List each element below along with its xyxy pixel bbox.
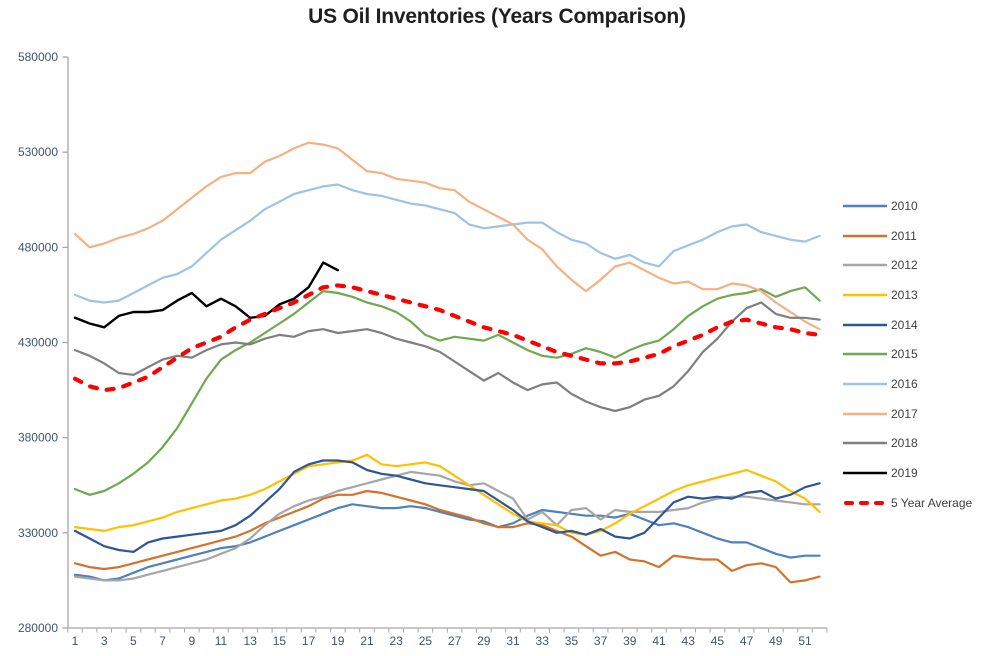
- series-line-2018: [73, 301, 821, 413]
- legend-swatch-line: [843, 263, 887, 267]
- x-tick-label: 17: [302, 634, 316, 648]
- legend-label: 5 Year Average: [891, 495, 973, 510]
- x-tick-label: 7: [159, 634, 166, 648]
- legend-item-2017: 2017: [843, 399, 993, 429]
- legend-item-2015: 2015: [843, 339, 993, 369]
- x-tick-label: 19: [331, 634, 345, 648]
- legend-item-2010: 2010: [843, 191, 993, 221]
- legend-label: 2011: [891, 228, 917, 243]
- legend-label: 2016: [891, 376, 918, 391]
- x-tick-label: 21: [360, 634, 374, 648]
- x-tick-label: 49: [769, 634, 783, 648]
- x-tick-label: 9: [188, 634, 195, 648]
- legend-swatch-line: [843, 234, 887, 237]
- legend-item-2011: 2011: [843, 221, 993, 251]
- legend-label: 2018: [891, 436, 918, 451]
- x-tick-label: 15: [273, 634, 287, 648]
- x-tick-label: 23: [390, 634, 404, 648]
- series-line-2015: [73, 286, 821, 496]
- chart-title: US Oil Inventories (Years Comparison): [308, 5, 686, 28]
- x-tick-label: 31: [506, 634, 520, 648]
- legend-swatch-line: [843, 293, 887, 297]
- y-tick-label: 580000: [18, 50, 58, 64]
- x-tick-label: 33: [536, 634, 550, 648]
- legend-item-2019: 2019: [843, 458, 993, 488]
- y-tick-label: 280000: [18, 621, 58, 635]
- x-tick-label: 11: [215, 634, 228, 648]
- series-line-2013: [73, 453, 821, 536]
- legend-swatch-line: [843, 204, 887, 208]
- legend-swatch-line: [844, 500, 886, 505]
- legend-item-2014: 2014: [843, 310, 993, 340]
- legend-label: 2012: [891, 258, 918, 273]
- legend-label: 2019: [891, 466, 918, 481]
- legend-swatch-line: [843, 352, 887, 356]
- y-tick-label: 380000: [18, 431, 58, 445]
- legend-swatch-line: [843, 412, 887, 415]
- legend-label: 2010: [891, 198, 918, 213]
- x-tick-label: 43: [682, 634, 696, 648]
- x-tick-label: 1: [72, 634, 79, 648]
- legend: 2010 2011 2012 2013 2014 2015 2016 2017 2018 2019…: [843, 191, 993, 518]
- x-tick-label: 41: [652, 634, 666, 648]
- x-tick-label: 27: [448, 634, 462, 648]
- legend-label: 2013: [891, 287, 918, 302]
- series-line-2017: [73, 141, 821, 331]
- x-tick-label: 39: [623, 634, 637, 648]
- y-tick-label: 430000: [18, 336, 58, 350]
- legend-item-5-year-average: 5 Year Average: [843, 488, 993, 518]
- x-tick-label: 29: [477, 634, 491, 648]
- legend-item-2012: 2012: [843, 250, 993, 280]
- legend-swatch-line: [843, 471, 887, 475]
- legend-swatch-line: [843, 442, 887, 445]
- x-tick-label: 45: [711, 634, 725, 648]
- x-tick-label: 3: [101, 634, 108, 648]
- series-line-5-year-average: [72, 283, 822, 393]
- series-line-2014: [73, 459, 821, 554]
- y-tick-label: 480000: [18, 240, 58, 254]
- legend-swatch-line: [843, 382, 887, 386]
- x-tick-label: 35: [565, 634, 579, 648]
- legend-label: 2014: [891, 317, 918, 332]
- legend-label: 2017: [891, 406, 918, 421]
- legend-item-2018: 2018: [843, 429, 993, 459]
- y-tick-label: 330000: [18, 526, 58, 540]
- x-tick-label: 13: [244, 634, 258, 648]
- series-line-2019: [73, 261, 339, 329]
- x-tick-label: 47: [740, 634, 754, 648]
- legend-swatch-line: [843, 323, 887, 326]
- x-tick-label: 51: [798, 634, 812, 648]
- x-tick-label: 25: [419, 634, 433, 648]
- series-line-2011: [73, 489, 821, 584]
- legend-item-2016: 2016: [843, 369, 993, 399]
- legend-label: 2015: [891, 347, 918, 362]
- series-line-2010: [73, 503, 821, 582]
- series-line-2012: [73, 470, 821, 582]
- y-tick-label: 530000: [18, 145, 58, 159]
- x-tick-label: 37: [594, 634, 608, 648]
- legend-item-2013: 2013: [843, 280, 993, 310]
- x-tick-label: 5: [130, 634, 137, 648]
- series-line-2016: [73, 183, 821, 304]
